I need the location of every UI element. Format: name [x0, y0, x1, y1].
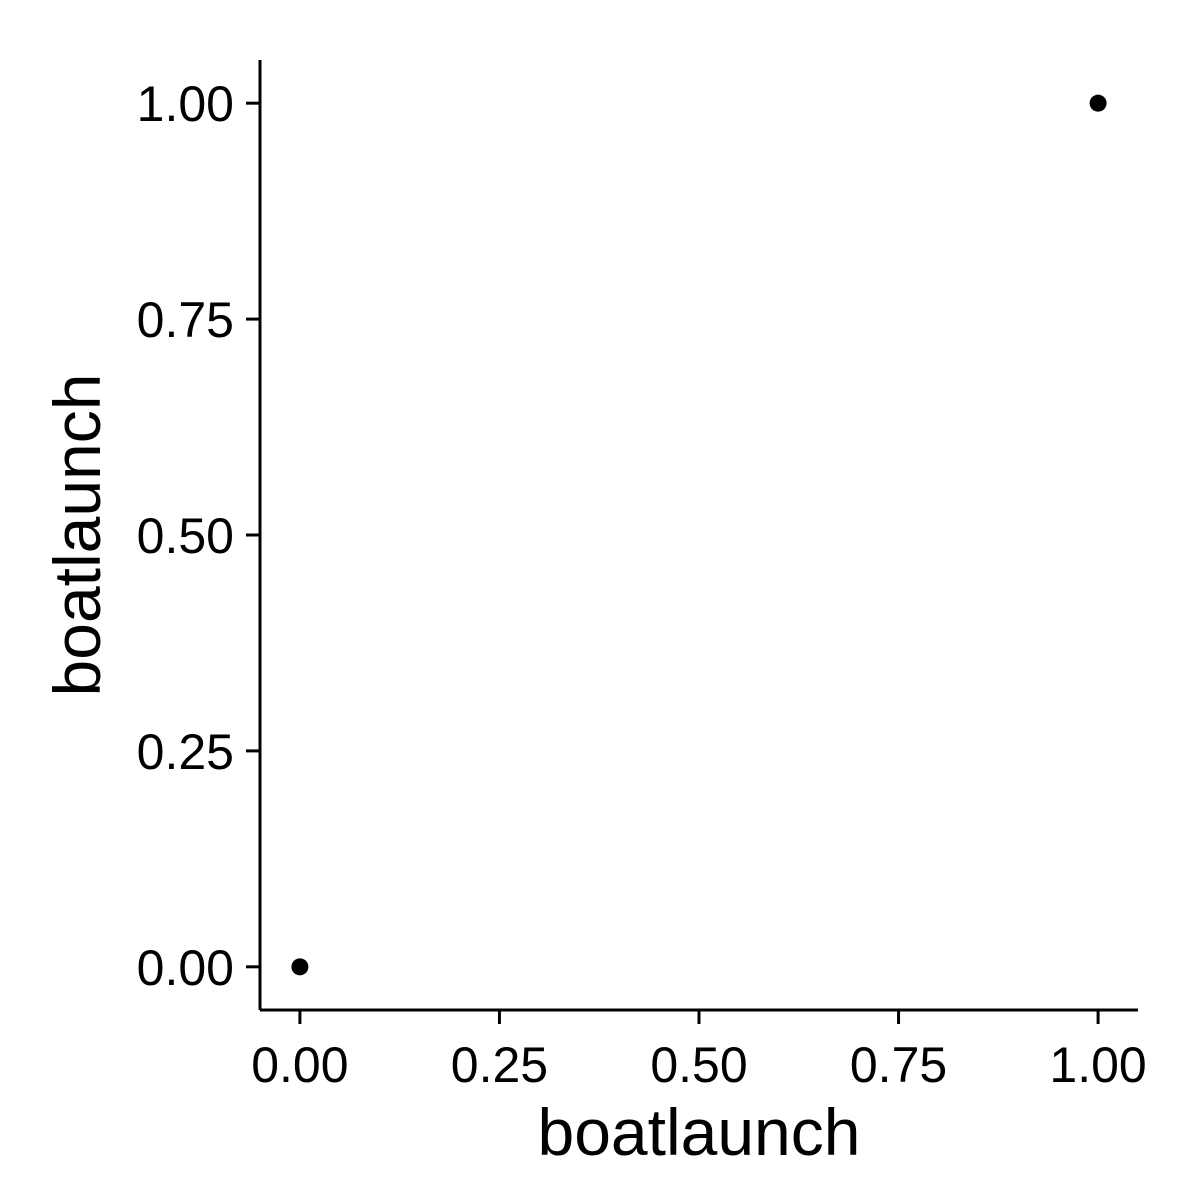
x-tick-label: 0.75 — [850, 1037, 947, 1093]
y-tick-label: 0.75 — [137, 292, 234, 348]
x-tick-label: 1.00 — [1049, 1037, 1146, 1093]
y-tick-label: 1.00 — [137, 76, 234, 132]
y-tick-label: 0.00 — [137, 940, 234, 996]
x-axis: 0.00 0.25 0.50 0.75 1.00 — [251, 1008, 1147, 1093]
y-tick-label: 0.50 — [137, 508, 234, 564]
data-point — [291, 958, 309, 976]
y-axis-title: boatlaunch — [40, 374, 114, 697]
y-tick-label: 0.25 — [137, 724, 234, 780]
x-tick-label: 0.50 — [650, 1037, 747, 1093]
x-tick-label: 0.00 — [251, 1037, 348, 1093]
x-axis-title: boatlaunch — [538, 1095, 861, 1169]
data-point — [1089, 94, 1107, 112]
plot-area — [291, 94, 1107, 976]
x-tick-label: 0.25 — [451, 1037, 548, 1093]
y-axis: 0.00 0.25 0.50 0.75 1.00 — [137, 60, 262, 1010]
